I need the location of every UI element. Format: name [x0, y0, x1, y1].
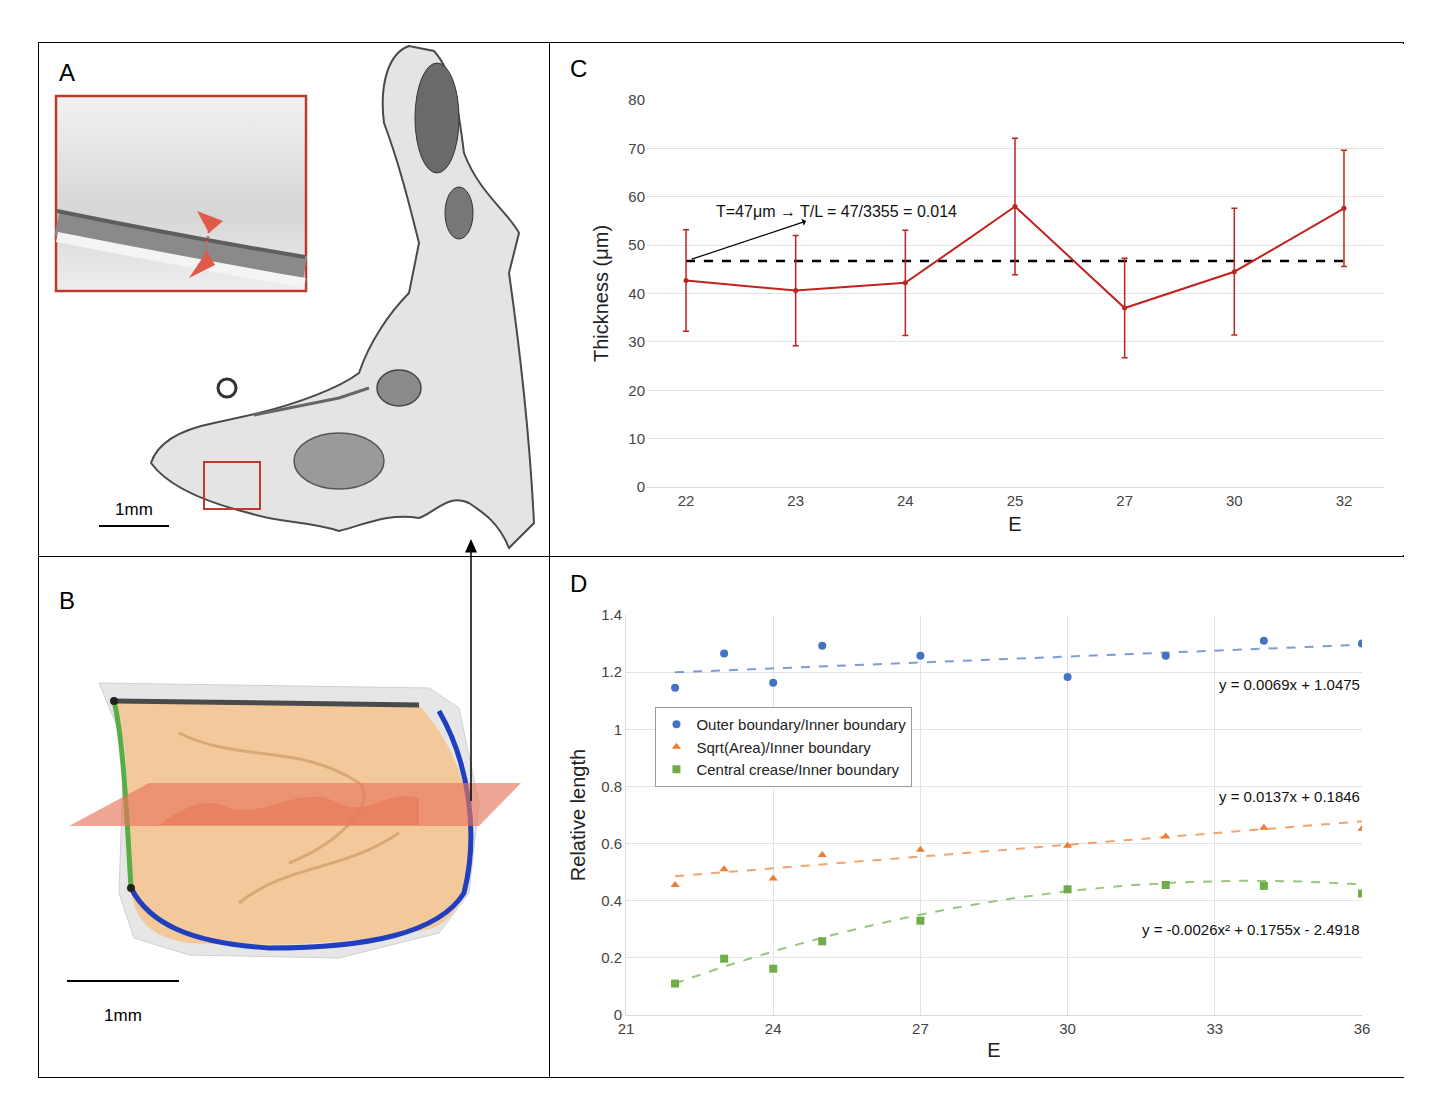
svg-text:30: 30	[1059, 1020, 1076, 1037]
svg-text:0.6: 0.6	[601, 835, 622, 852]
svg-text:Relative length: Relative length	[567, 749, 589, 881]
svg-text:25: 25	[1007, 492, 1024, 509]
svg-text:0: 0	[614, 1006, 622, 1023]
svg-text:0.8: 0.8	[601, 778, 622, 795]
svg-text:24: 24	[765, 1020, 782, 1037]
svg-text:1.4: 1.4	[601, 606, 622, 623]
svg-text:36: 36	[1354, 1020, 1371, 1037]
svg-text:E: E	[987, 1039, 1000, 1061]
svg-text:27: 27	[912, 1020, 929, 1037]
html-text:C: C	[570, 55, 588, 82]
svg-text:27: 27	[1116, 492, 1133, 509]
svg-text:B: B	[59, 587, 75, 614]
svg-text:E: E	[1008, 513, 1021, 535]
svg-text:0: 0	[637, 478, 645, 495]
svg-text:40: 40	[628, 285, 645, 302]
svg-text:33: 33	[1206, 1020, 1223, 1037]
svg-text:0.4: 0.4	[601, 892, 622, 909]
svg-text:30: 30	[1226, 492, 1243, 509]
html-text:D: D	[570, 570, 588, 597]
svg-text:20: 20	[628, 382, 645, 399]
svg-text:1mm: 1mm	[115, 500, 153, 519]
svg-text:24: 24	[897, 492, 914, 509]
svg-text:Thickness (μm): Thickness (μm)	[590, 225, 612, 362]
svg-text:y = -0.0026x² + 0.1755x - 2.49: y = -0.0026x² + 0.1755x - 2.4918	[1142, 921, 1360, 938]
svg-text:70: 70	[628, 140, 645, 157]
svg-text:50: 50	[628, 236, 645, 253]
svg-text:22: 22	[678, 492, 695, 509]
svg-text:A: A	[59, 59, 75, 86]
svg-text:21: 21	[618, 1020, 635, 1037]
svg-text:1: 1	[614, 721, 622, 738]
svg-text:y = 0.0069x + 1.0475: y = 0.0069x + 1.0475	[1219, 676, 1360, 693]
svg-text:1.2: 1.2	[601, 663, 622, 680]
svg-text:60: 60	[628, 188, 645, 205]
svg-text:Sqrt(Area)/Inner boundary: Sqrt(Area)/Inner boundary	[696, 739, 871, 756]
svg-text:y = 0.0137x + 0.1846: y = 0.0137x + 0.1846	[1219, 788, 1360, 805]
svg-text:1mm: 1mm	[104, 1006, 142, 1025]
svg-text:80: 80	[628, 91, 645, 108]
svg-text:Central crease/Inner boundary: Central crease/Inner boundary	[696, 761, 899, 778]
svg-text:T=47μm → T/L = 47/3355 = 0.014: T=47μm → T/L = 47/3355 = 0.014	[716, 203, 957, 220]
svg-text:32: 32	[1336, 492, 1353, 509]
svg-text:0.2: 0.2	[601, 949, 622, 966]
svg-text:10: 10	[628, 430, 645, 447]
svg-text:Outer boundary/Inner boundary: Outer boundary/Inner boundary	[696, 716, 906, 733]
svg-text:23: 23	[787, 492, 804, 509]
svg-text:30: 30	[628, 333, 645, 350]
